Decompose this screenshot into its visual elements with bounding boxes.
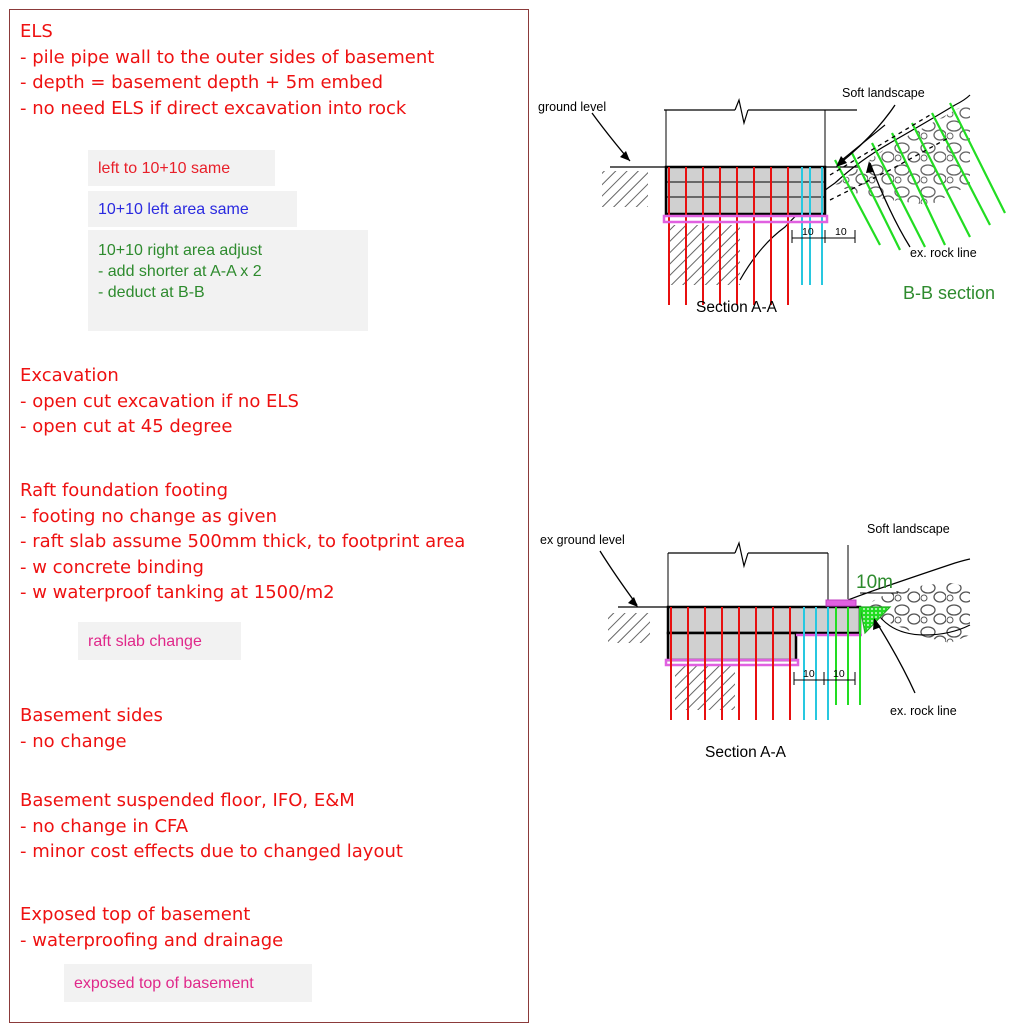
note-els: ELS - pile pipe wall to the outer sides … (20, 19, 434, 121)
note-line: - open cut excavation if no ELS (20, 390, 299, 412)
section-title: Section A-A (696, 299, 778, 316)
tag-exposed-top: exposed top of basement (64, 964, 312, 1002)
tag-title: 10+10 right area adjust (98, 242, 263, 259)
red-piles (668, 167, 789, 305)
tag-text: exposed top of basement (74, 975, 254, 992)
tag-right-adjust: 10+10 right area adjust - add shorter at… (88, 230, 368, 331)
tag-line: - deduct at B-B (98, 284, 205, 301)
dim-right-label: 10 (835, 226, 847, 238)
note-exposed: Exposed top of basement - waterproofing … (20, 902, 283, 953)
tag-left-same: left to 10+10 same (88, 150, 275, 186)
tag-text: 10+10 left area same (98, 201, 249, 218)
tag-left-area-same: 10+10 left area same (88, 191, 297, 227)
soft-landscape-label: Soft landscape (867, 522, 950, 536)
note-title: Raft foundation footing (20, 480, 229, 501)
ex-ground-level-label: ex ground level (540, 533, 625, 547)
note-title: Basement sides (20, 705, 163, 726)
note-title: Basement suspended floor, IFO, E&M (20, 790, 355, 811)
note-line: - footing no change as given (20, 505, 277, 527)
note-line: - no change (20, 730, 127, 752)
dim-10m-label: 10m (856, 572, 893, 593)
red-piles (670, 607, 791, 720)
rock-line-label: ex. rock line (910, 246, 977, 260)
rock-line-label: ex. rock line (890, 704, 957, 718)
tanking-line (662, 214, 829, 224)
note-raft: Raft foundation footing - footing no cha… (20, 478, 465, 606)
cyan-piles (801, 167, 823, 285)
note-line: - no change in CFA (20, 815, 189, 837)
green-piles (834, 102, 1006, 251)
note-line: - w waterproof tanking at 1500/m2 (20, 582, 335, 603)
section-diagram-top: ground level (538, 86, 1006, 316)
section-title: Section A-A (705, 744, 787, 761)
ground-level-label: ground level (538, 100, 606, 114)
green-piles (835, 607, 861, 705)
cyan-piles (803, 607, 829, 720)
note-sides: Basement sides - no change (20, 703, 163, 754)
tag-text: left to 10+10 same (98, 160, 231, 177)
note-title: Excavation (20, 365, 119, 386)
exposed-top-tanking (825, 599, 857, 607)
tag-raft-change: raft slab change (78, 622, 241, 660)
tag-text: raft slab change (88, 633, 202, 650)
note-title: ELS (20, 21, 53, 42)
note-line: - depth = basement depth + 5m embed (20, 72, 383, 93)
note-line: - pile pipe wall to the outer sides of b… (20, 46, 435, 68)
dim-left-label: 10 (803, 668, 815, 680)
tag-line: - add shorter at A-A x 2 (98, 263, 262, 280)
dim-left-label: 10 (802, 226, 814, 238)
note-line: - open cut at 45 degree (20, 416, 233, 437)
note-line: - raft slab assume 500mm thick, to footp… (20, 531, 466, 552)
soft-landscape-label: Soft landscape (842, 86, 925, 100)
dim-right-label: 10 (833, 668, 845, 680)
note-title: Exposed top of basement (20, 904, 251, 925)
note-excavation: Excavation - open cut excavation if no E… (20, 363, 299, 440)
section-diagram-bottom: ex ground level (540, 522, 971, 761)
note-line: - no need ELS if direct excavation into … (20, 97, 407, 119)
note-line: - w concrete binding (20, 556, 204, 578)
note-line: - minor cost effects due to changed layo… (20, 841, 403, 862)
notes-panel: ELS - pile pipe wall to the outer sides … (9, 9, 529, 1023)
note-suspended: Basement suspended floor, IFO, E&M - no … (20, 788, 403, 865)
bb-section-title: B-B section (903, 283, 995, 303)
note-line: - waterproofing and drainage (20, 929, 284, 951)
